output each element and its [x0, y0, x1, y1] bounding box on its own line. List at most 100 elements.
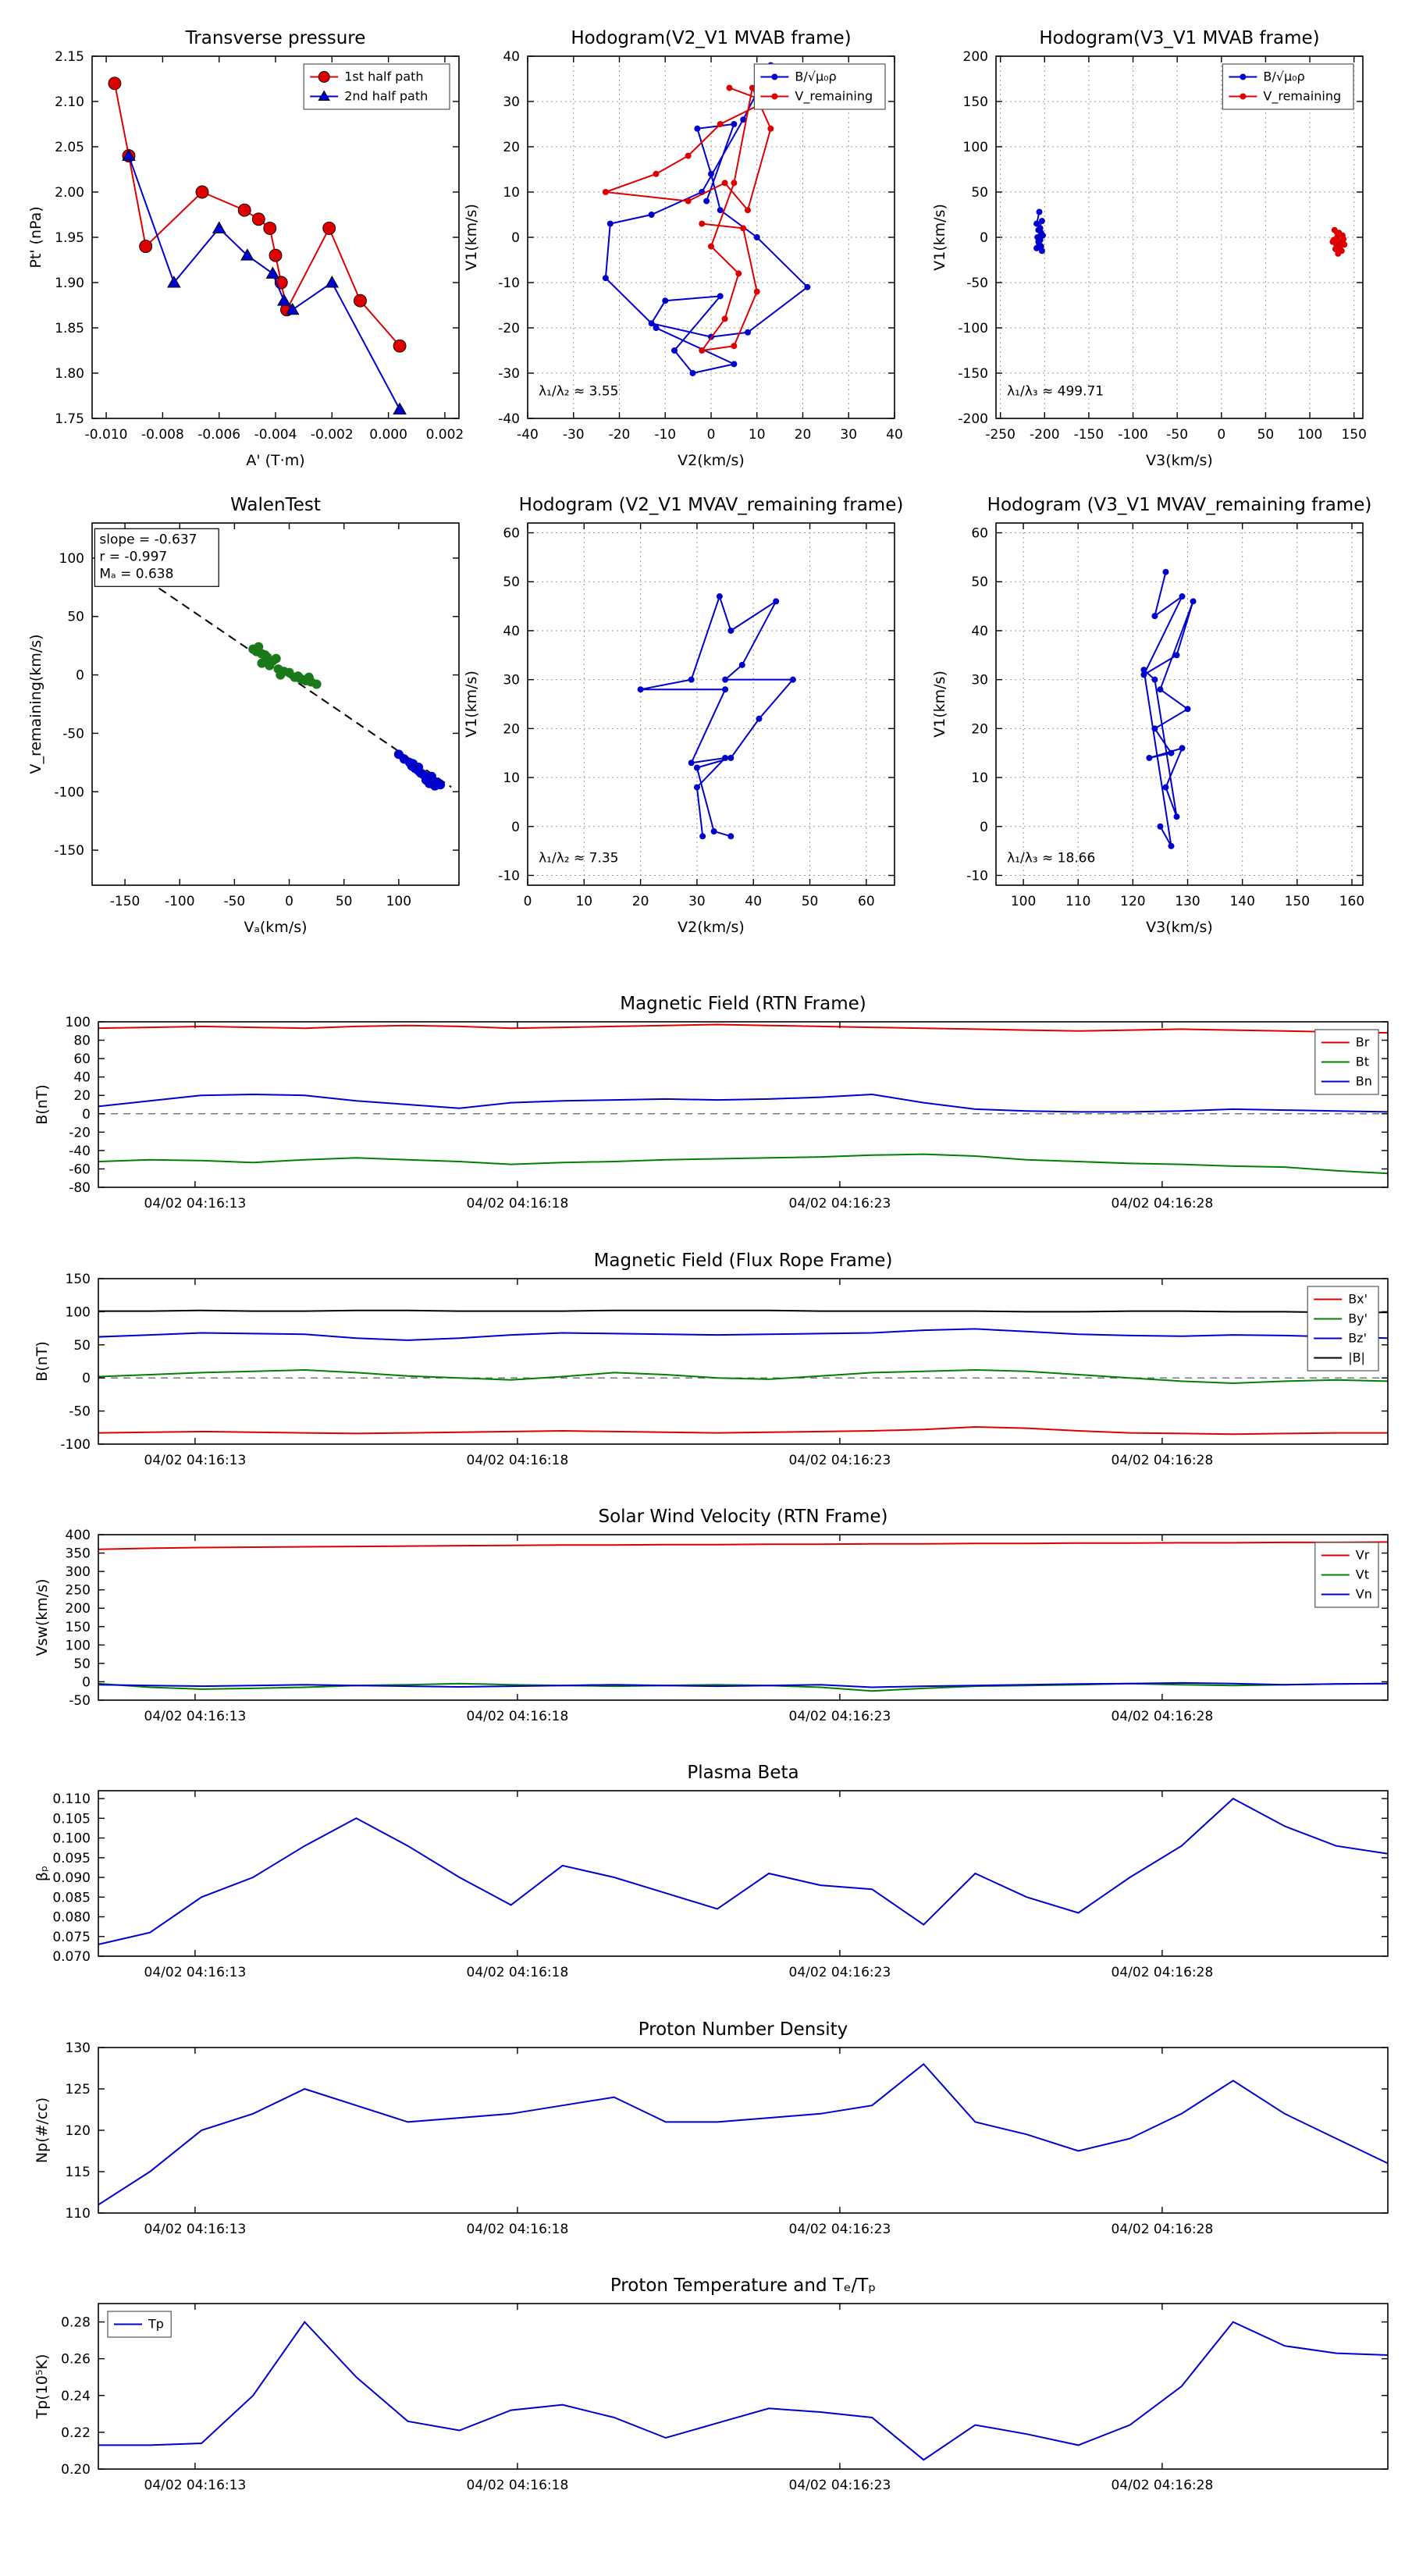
axes-frame [91, 522, 460, 886]
svg-text:-50: -50 [223, 894, 245, 909]
svg-text:-10: -10 [498, 868, 520, 884]
grid [527, 523, 895, 885]
legend: Br Bt Bn [1314, 1029, 1379, 1095]
svg-text:0: 0 [82, 1674, 91, 1690]
chart-hodogram-v3v1-mvav-svg: 100 110 120 130 140 150 160 -10 0 10 20 30 40 50 60 Hod… [931, 495, 1371, 936]
series-s1 [248, 642, 322, 689]
axes-frame [995, 522, 1364, 886]
svg-text:-10: -10 [498, 276, 520, 291]
svg-text:2.00: 2.00 [55, 185, 84, 201]
series-s0 [1140, 568, 1197, 849]
svg-text:04/02 04:16:28: 04/02 04:16:28 [1112, 2222, 1214, 2237]
series-V_remaining [1329, 226, 1348, 257]
axes-frame [98, 1021, 1389, 1188]
svg-text:04/02 04:16:23: 04/02 04:16:23 [789, 2478, 891, 2493]
svg-text:0.095: 0.095 [52, 1851, 91, 1866]
svg-text:10: 10 [503, 770, 520, 786]
svg-text:150: 150 [66, 1620, 91, 1635]
series-s0 [98, 2062, 1389, 2206]
chart-title: Hodogram(V3_V1 MVAB frame) [1039, 28, 1319, 48]
axes-frame [98, 1278, 1389, 1445]
svg-text:150: 150 [1285, 894, 1310, 909]
chart-proton-temperature-svg: 04/02 04:16:13 04/02 04:16:18 04/02 04:16:… [34, 2275, 1389, 2493]
y-axis-label: V1(km/s) [931, 671, 948, 738]
svg-text:0.26: 0.26 [61, 2352, 91, 2368]
chart-walen-test: -150 -100 -50 0 50 100 -150 -100 -50 0 50 100 WalenT… [8, 478, 484, 946]
chart-title: Proton Number Density [638, 2019, 848, 2040]
y-axis-label: V1(km/s) [463, 204, 480, 271]
svg-text:Bx': Bx' [1348, 1292, 1368, 1307]
svg-text:04/02 04:16:28: 04/02 04:16:28 [1112, 1453, 1214, 1468]
y-axis: 0.070 0.075 0.080 0.085 0.090 0.095 0.100 0.105… [52, 1791, 1388, 1965]
y-axis-label: V_remaining(km/s) [27, 634, 44, 774]
series-Bx' [98, 1425, 1388, 1436]
svg-text:Bz': Bz' [1348, 1331, 1367, 1346]
svg-text:By': By' [1348, 1311, 1368, 1326]
svg-text:2.15: 2.15 [55, 49, 84, 65]
svg-text:-100: -100 [60, 1437, 91, 1453]
series-Br [98, 1023, 1389, 1034]
y-axis-label: Tp(10⁵K) [34, 2354, 51, 2420]
axes-frame [98, 1534, 1389, 1701]
legend: Vr Vt Vn [1314, 1542, 1379, 1608]
y-axis: -100 -50 0 50 100 150 [60, 1272, 1388, 1453]
svg-text:04/02 04:16:23: 04/02 04:16:23 [789, 1709, 891, 1724]
svg-text:-20: -20 [498, 321, 520, 336]
chart-title: Plasma Beta [687, 1763, 799, 1783]
svg-text:-100: -100 [958, 321, 988, 336]
svg-text:Mₐ = 0.638: Mₐ = 0.638 [99, 566, 173, 582]
x-axis: 04/02 04:16:13 04/02 04:16:18 04/02 04:16:… [144, 2304, 1213, 2493]
svg-text:20: 20 [971, 721, 988, 737]
svg-text:04/02 04:16:18: 04/02 04:16:18 [467, 2222, 569, 2237]
svg-text:1.85: 1.85 [55, 321, 84, 336]
svg-text:50: 50 [802, 894, 819, 909]
chart-hodogram-v3v1-mvab-svg: -250 -200 -150 -100 -50 0 50 100 150-200-150-100… [931, 28, 1367, 469]
legend: 1st half path 2nd half path [303, 63, 450, 110]
svg-text:04/02 04:16:18: 04/02 04:16:18 [467, 1453, 569, 1468]
annotation: slope = -0.637 r = -0.997 Mₐ = 0.638 [94, 528, 219, 587]
svg-text:-250: -250 [985, 427, 1016, 443]
y-axis: 1.75 1.80 1.85 1.90 1.95 2.00 2.05 2.10 2.15 [55, 49, 459, 427]
svg-text:30: 30 [503, 673, 520, 688]
annotation: λ₁/λ₂ ≈ 7.35 [539, 851, 618, 866]
svg-text:0: 0 [511, 230, 520, 246]
svg-text:110: 110 [1065, 894, 1090, 909]
svg-text:-150: -150 [110, 894, 140, 909]
svg-text:-100: -100 [165, 894, 195, 909]
svg-text:-50: -50 [1166, 427, 1188, 443]
svg-text:125: 125 [66, 2082, 91, 2097]
svg-text:Vr: Vr [1356, 1548, 1370, 1563]
svg-text:40: 40 [503, 49, 520, 65]
svg-text:140: 140 [1229, 894, 1254, 909]
svg-text:-50: -50 [62, 726, 84, 742]
svg-text:40: 40 [503, 624, 520, 639]
svg-text:0: 0 [980, 230, 988, 246]
svg-text:160: 160 [1339, 894, 1364, 909]
svg-text:0: 0 [76, 668, 84, 684]
svg-text:04/02 04:16:23: 04/02 04:16:23 [789, 1453, 891, 1468]
series-Bt [98, 1153, 1389, 1175]
svg-text:Vn: Vn [1356, 1587, 1372, 1602]
y-axis: -80 -60 -40 -20 0 20 40 60 80 100 [66, 1015, 1388, 1196]
x-axis: -250 -200 -150 -100 -50 0 50 100 150 [985, 56, 1367, 443]
svg-text:150: 150 [1341, 427, 1366, 443]
svg-text:0.24: 0.24 [61, 2389, 91, 2404]
svg-text:100: 100 [66, 1304, 91, 1320]
svg-text:400: 400 [66, 1528, 91, 1543]
svg-text:0: 0 [82, 1107, 91, 1123]
chart-b-fluxrope-svg: 04/02 04:16:13 04/02 04:16:18 04/02 04:16:… [34, 1251, 1389, 1468]
series-Tp [98, 2321, 1389, 2461]
y-axis: -40 -30 -20 -10 0 10 20 30 40 [498, 49, 895, 427]
svg-text:150: 150 [66, 1272, 91, 1287]
svg-text:40: 40 [886, 427, 903, 443]
svg-text:1.80: 1.80 [55, 366, 84, 382]
svg-text:-50: -50 [69, 1693, 91, 1709]
svg-text:04/02 04:16:23: 04/02 04:16:23 [789, 2222, 891, 2237]
svg-text:130: 130 [1175, 894, 1200, 909]
svg-text:B/√μ₀ρ: B/√μ₀ρ [1263, 69, 1304, 84]
svg-text:-80: -80 [69, 1180, 91, 1196]
svg-text:0.28: 0.28 [61, 2315, 91, 2331]
svg-text:100: 100 [66, 1638, 91, 1653]
x-axis: 04/02 04:16:13 04/02 04:16:18 04/02 04:16:… [144, 1535, 1213, 1724]
svg-text:0.090: 0.090 [52, 1870, 91, 1886]
